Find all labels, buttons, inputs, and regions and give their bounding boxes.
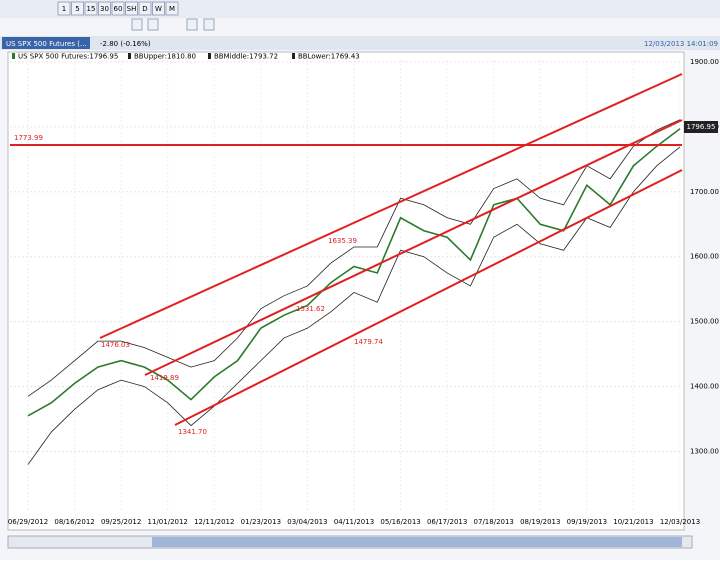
x-tick-label: 04/11/2013 <box>334 518 374 526</box>
button-label: W <box>155 5 162 13</box>
tab[interactable] <box>2 37 90 49</box>
x-tick-label: 12/11/2012 <box>194 518 234 526</box>
y-tick-label: 1900.00 <box>690 58 719 66</box>
plot: 1300.001400.001500.001600.001700.001800.… <box>8 58 719 526</box>
button-label: 60 <box>114 5 123 13</box>
x-tick-label: 07/18/2013 <box>474 518 514 526</box>
button[interactable] <box>186 18 198 31</box>
button[interactable] <box>84 1 98 16</box>
button-label: 5 <box>75 5 79 13</box>
button[interactable] <box>152 1 165 16</box>
y-tick-label: 1400.00 <box>690 383 719 391</box>
scroll-thumb[interactable] <box>152 537 682 547</box>
series-line <box>27 128 681 417</box>
x-tick-label: 01/23/2013 <box>241 518 281 526</box>
button[interactable] <box>131 18 143 31</box>
plot-area <box>7 51 685 531</box>
button[interactable] <box>111 1 125 16</box>
button[interactable] <box>203 18 215 31</box>
change: -2.80 (-0.16%) <box>100 40 151 48</box>
tab-bar <box>0 36 720 50</box>
channel-line <box>99 73 683 339</box>
button[interactable] <box>57 1 71 16</box>
button-label: 30 <box>100 5 109 13</box>
price-annotation: 1479.74 <box>354 338 383 346</box>
tab-title: US SPX 500 Futures (... <box>6 40 87 48</box>
button-label: 1 <box>62 5 66 13</box>
legend-swatch <box>292 53 295 59</box>
toolbar <box>0 0 720 18</box>
x-tick-label: 09/25/2012 <box>101 518 141 526</box>
legend-swatch <box>128 53 131 59</box>
y-tick-label: 1700.00 <box>690 188 719 196</box>
legend-label: US SPX 500 Futures:1796.95 <box>18 53 118 61</box>
last-price: 1796.95 <box>687 123 716 131</box>
series-line <box>27 119 681 397</box>
button[interactable] <box>125 1 138 16</box>
toolbar-buttons: 1 5 15 30 60 SH D W M <box>57 1 179 16</box>
price-annotation: 1341.70 <box>178 428 207 436</box>
legend-label: BBLower:1769.43 <box>298 53 360 61</box>
x-tick-label: 11/01/2012 <box>148 518 188 526</box>
x-tick-label: 06/17/2013 <box>427 518 467 526</box>
legend-swatch <box>12 53 15 59</box>
button-label: D <box>142 5 147 13</box>
x-tick-label: 10/21/2013 <box>613 518 653 526</box>
x-tick-label: 09/19/2013 <box>567 518 607 526</box>
channel-line <box>144 119 683 376</box>
x-tick-label: 08/19/2013 <box>520 518 560 526</box>
x-tick-label: 08/16/2012 <box>54 518 94 526</box>
button[interactable] <box>147 18 159 31</box>
button-label: M <box>169 5 175 13</box>
x-tick-label: 05/16/2013 <box>380 518 420 526</box>
x-tick-label: 03/04/2013 <box>287 518 327 526</box>
price-annotation: 1635.39 <box>328 237 357 245</box>
price-annotation: 1419.89 <box>150 374 179 382</box>
button-label: SH <box>127 5 137 13</box>
legend-label: BBMiddle:1793.72 <box>214 53 278 61</box>
annotations: 1773.99 1635.39 1531.62 1479.74 1476.03 1419.… <box>14 134 383 436</box>
button-label: 15 <box>87 5 96 13</box>
series-line <box>27 146 681 465</box>
x-tick-label: 06/29/2012 <box>8 518 48 526</box>
legend-swatch <box>208 53 211 59</box>
price-annotation: 1773.99 <box>14 134 43 142</box>
y-tick-label: 1600.00 <box>690 253 719 261</box>
legend: US SPX 500 Futures:1796.95 BBUpper:1810.8… <box>12 53 360 61</box>
legend-label: BBUpper:1810.80 <box>134 53 196 61</box>
last-price-box <box>684 121 718 133</box>
price-annotation: 1531.62 <box>296 305 325 313</box>
x-tick-label: 12/03/2013 <box>660 518 700 526</box>
button[interactable] <box>165 1 179 16</box>
button[interactable] <box>98 1 111 16</box>
y-tick-label: 1300.00 <box>690 448 719 456</box>
button[interactable] <box>138 1 152 16</box>
button[interactable] <box>71 1 84 16</box>
timestamp: 12/03/2013 14:01:09 <box>644 40 718 48</box>
price-annotation: 1476.03 <box>101 341 130 349</box>
y-tick-label: 1500.00 <box>690 318 719 326</box>
channel-line <box>174 169 683 426</box>
